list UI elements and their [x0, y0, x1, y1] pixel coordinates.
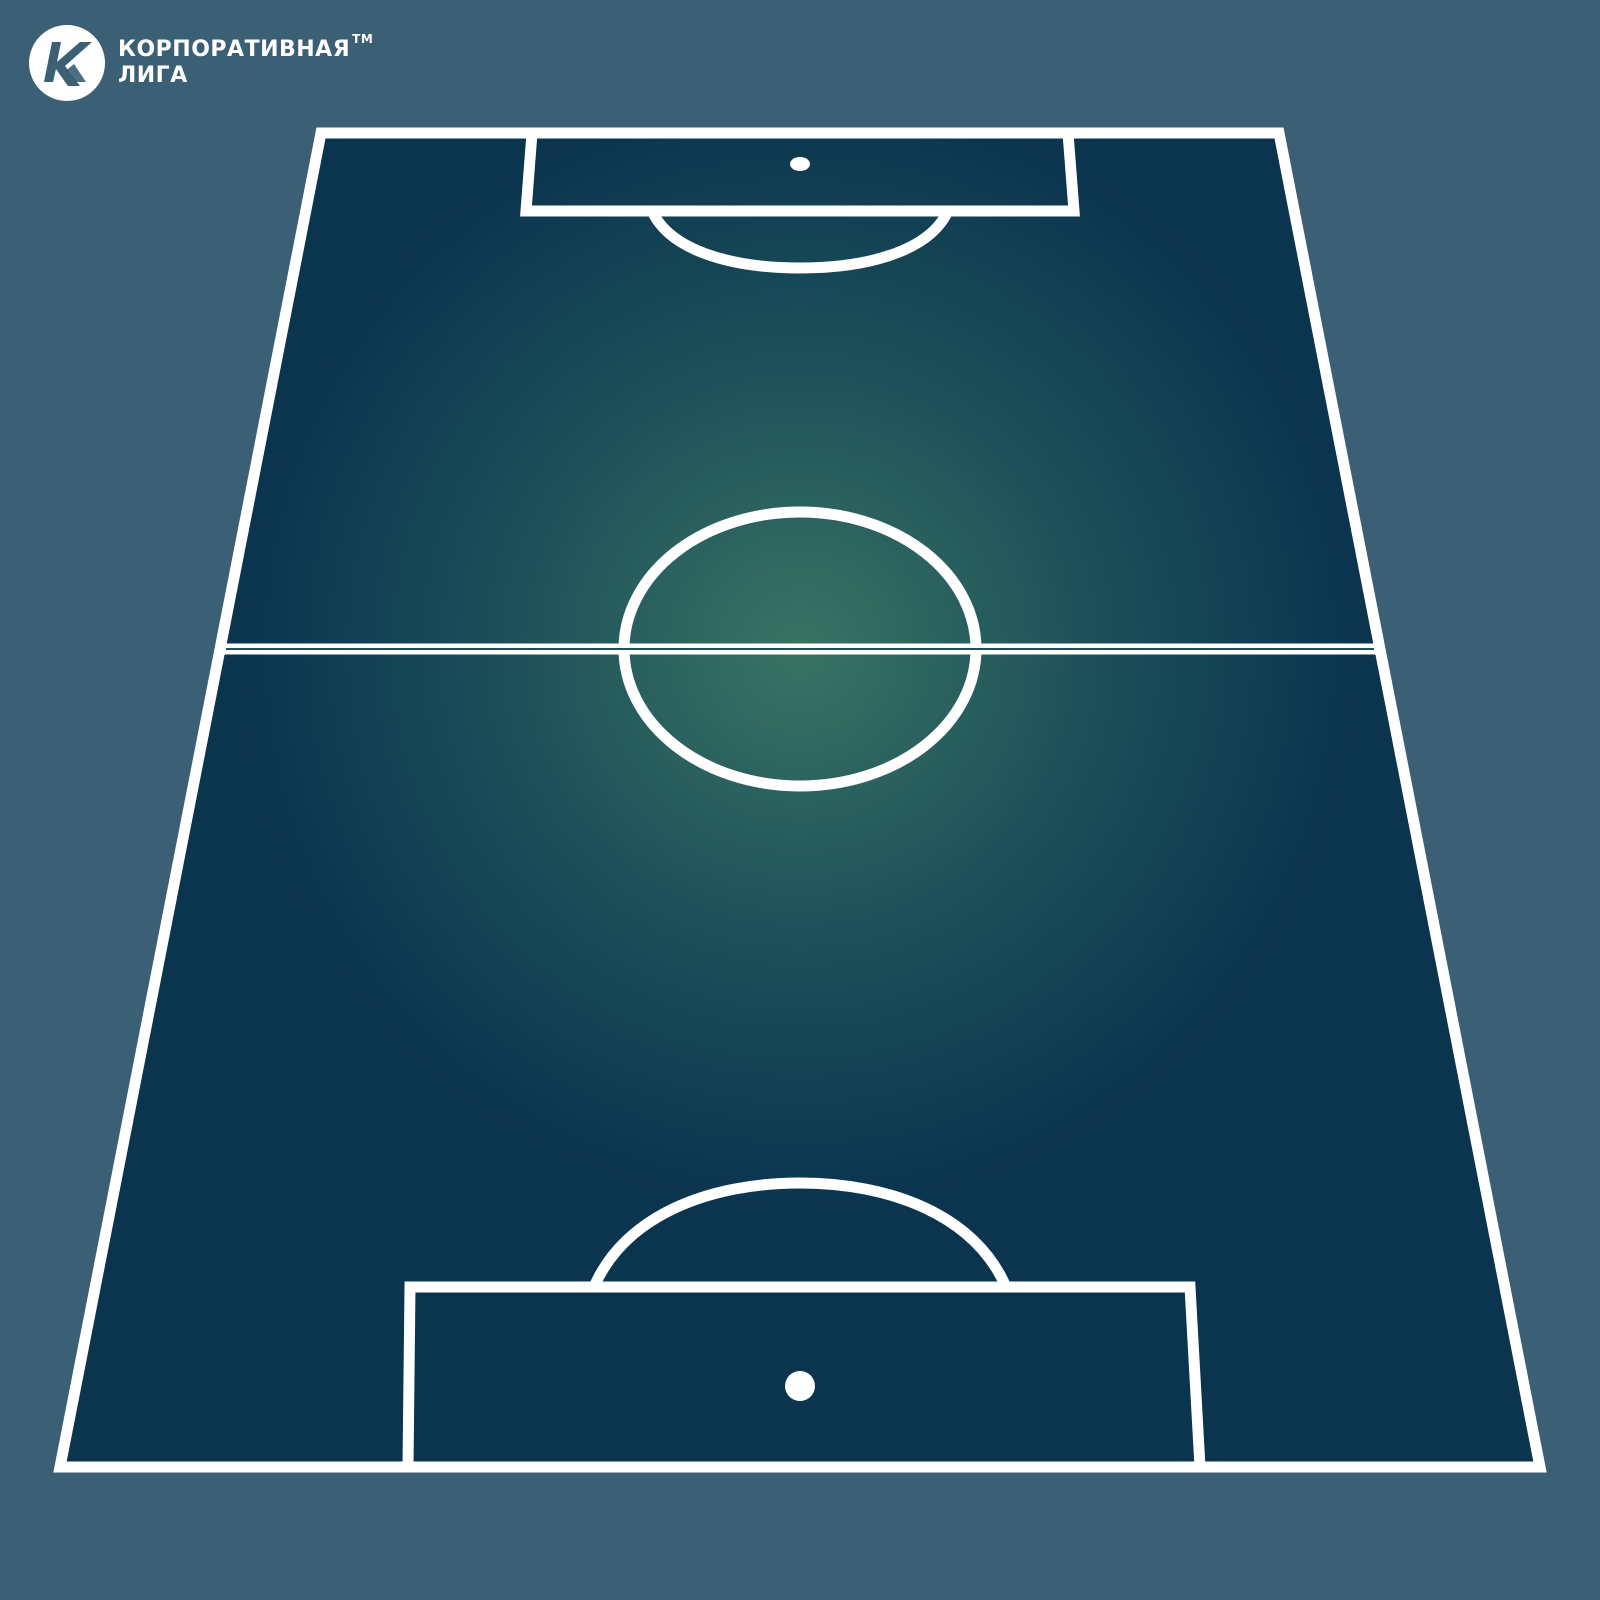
brand-name-line1: КОРПОРАТИВНАЯ — [118, 37, 351, 62]
penalty-area-top — [520, 127, 1080, 217]
penalty-spot-top — [790, 157, 810, 171]
pitch-surface — [60, 133, 1540, 1467]
brand-name: КОРПОРАТИВНАЯ TM ЛИГА — [118, 33, 373, 89]
penalty-area-bottom — [402, 1281, 1206, 1473]
penalty-arc-bottom — [588, 1177, 1012, 1290]
trademark-mark: TM — [352, 32, 374, 46]
brand-logo: КОРПОРАТИВНАЯ TM ЛИГА — [28, 24, 373, 102]
penalty-spot-bottom — [785, 1371, 815, 1401]
penalty-arc-top — [647, 208, 953, 274]
league-k-logo-icon — [29, 25, 105, 101]
brand-name-line2: ЛИГА — [118, 63, 188, 88]
